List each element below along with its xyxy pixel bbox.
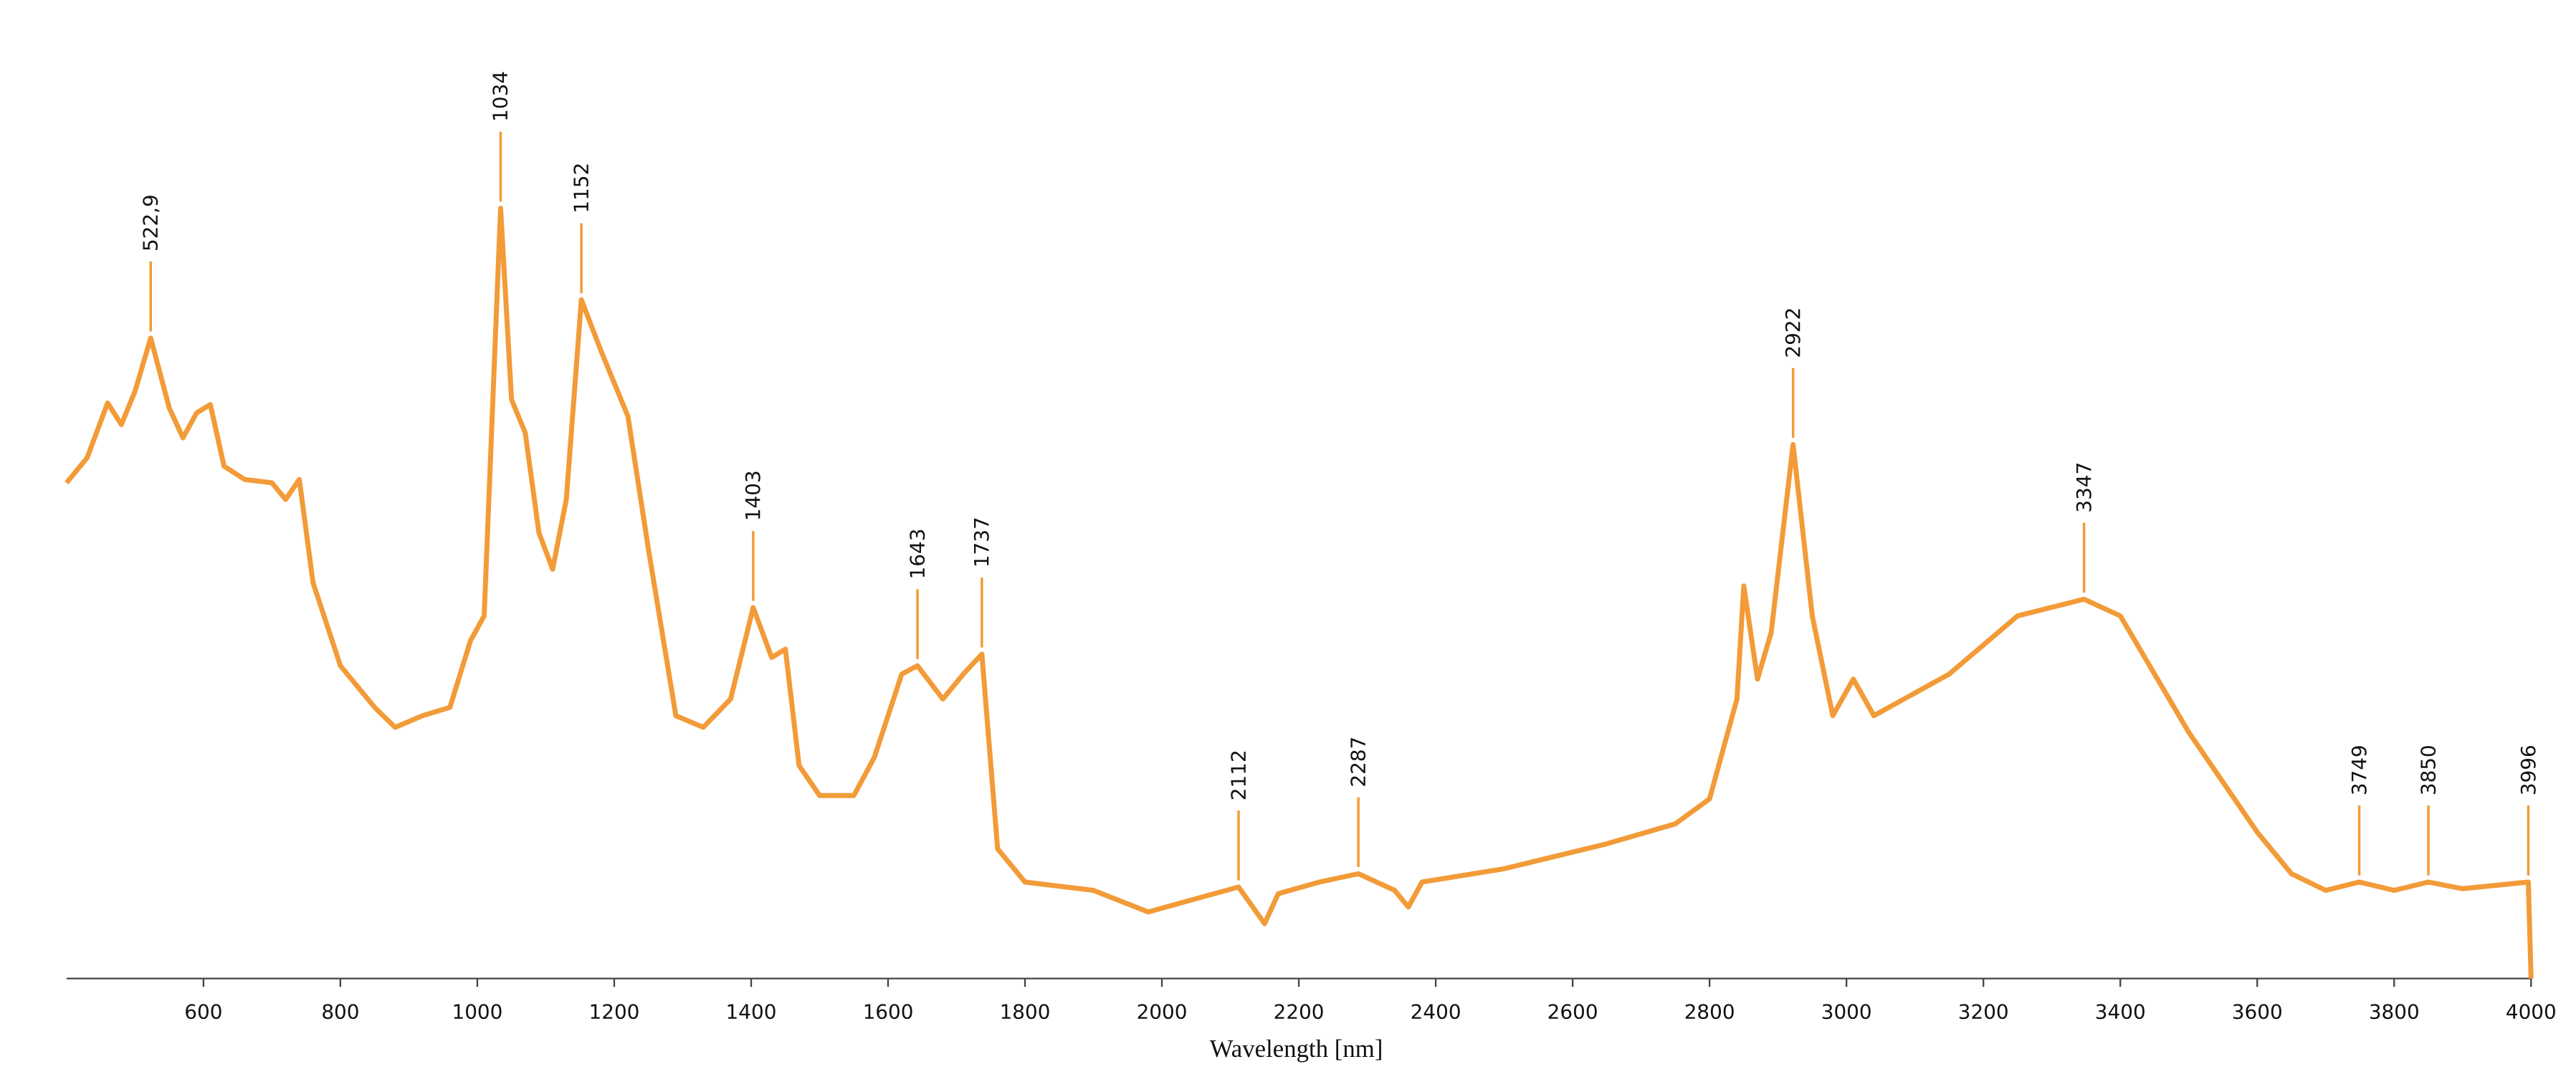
peak-label: 1643 [905, 529, 929, 580]
x-tick-label: 1800 [1000, 1000, 1051, 1023]
peak-label: 1034 [489, 71, 512, 122]
x-tick-label: 2800 [1684, 1000, 1735, 1023]
x-tick-label: 2200 [1274, 1000, 1325, 1023]
x-axis-label: Wavelength [nm] [1210, 1035, 1383, 1063]
peak-label: 1737 [970, 517, 993, 567]
x-tick-label: 1600 [863, 1000, 914, 1023]
peak-label: 2112 [1226, 749, 1250, 800]
x-tick-label: 3200 [1958, 1000, 2009, 1023]
x-tick-label: 3400 [2095, 1000, 2146, 1023]
peak-label: 1152 [569, 163, 593, 214]
x-tick-label: 2400 [1411, 1000, 1461, 1023]
peak-label: 2287 [1346, 737, 1370, 787]
x-tick-label: 800 [321, 1000, 359, 1023]
peak-label: 2922 [1781, 307, 1805, 358]
x-tick-label: 2600 [1547, 1000, 1598, 1023]
x-tick-label: 1000 [452, 1000, 502, 1023]
x-tick-label: 4000 [2506, 1000, 2557, 1023]
spectrum-line [65, 206, 2534, 979]
peak-label: 3996 [2517, 744, 2540, 795]
peak-label: 3347 [2072, 462, 2096, 513]
x-tick-label: 3600 [2232, 1000, 2283, 1023]
x-tick-label: 1400 [726, 1000, 777, 1023]
x-tick-label: 600 [184, 1000, 222, 1023]
x-tick-label: 1200 [589, 1000, 640, 1023]
x-tick-label: 3800 [2369, 1000, 2420, 1023]
peak-label: 3749 [2347, 744, 2371, 795]
peak-label: 522,9 [139, 194, 163, 252]
peak-label: 3850 [2416, 744, 2440, 795]
x-tick-label: 3000 [1821, 1000, 1872, 1023]
peak-label: 1403 [741, 470, 765, 521]
x-tick-label: 2000 [1137, 1000, 1188, 1023]
